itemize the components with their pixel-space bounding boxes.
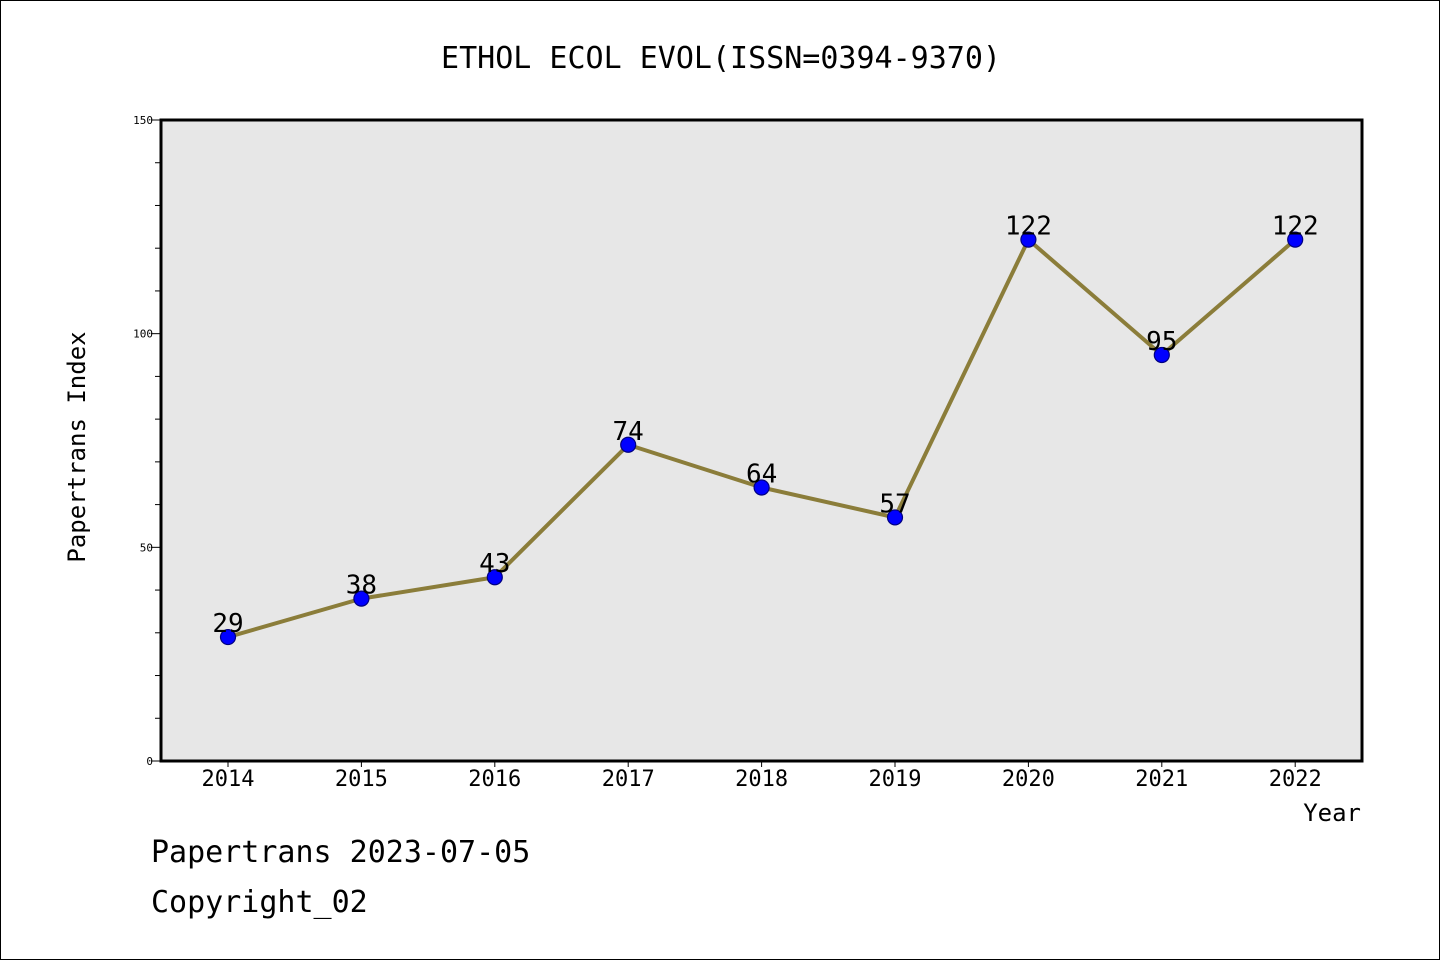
data-point [620, 436, 637, 453]
y-axis-label: Papertrans Index [63, 331, 91, 562]
data-point [1153, 346, 1170, 364]
series-layer: 29 38 43 74 64 57 122 95 122 [212, 212, 1319, 646]
y-axis-ticks: 0 50 100 150 [133, 114, 161, 768]
data-label: 64 [746, 460, 777, 490]
footer-copyright-text: Copyright_02 [151, 885, 368, 920]
x-tick-label: 2022 [1269, 767, 1322, 792]
data-point [219, 628, 237, 646]
data-label: 95 [1146, 327, 1177, 357]
data-label: 38 [346, 571, 377, 601]
x-tick-label: 2017 [602, 767, 655, 792]
y-tick-label: 0 [146, 755, 153, 768]
x-tick-label: 2021 [1135, 767, 1188, 792]
x-axis-ticks: 2014 2015 2016 2017 2018 2019 2020 2021 2022 [202, 761, 1322, 792]
x-tick-label: 2020 [1002, 767, 1055, 792]
data-point [486, 569, 503, 586]
y-tick-label: 100 [133, 328, 153, 341]
x-tick-label: 2018 [735, 767, 788, 792]
data-label: 57 [879, 489, 910, 519]
data-point [353, 590, 370, 607]
x-tick-label: 2014 [202, 767, 255, 792]
data-point [753, 479, 770, 496]
x-tick-label: 2016 [468, 767, 521, 792]
data-label: 122 [1272, 212, 1319, 242]
data-point [886, 509, 904, 526]
chart-title: ETHOL ECOL EVOL(ISSN=0394-9370) [441, 41, 1001, 76]
data-point [1287, 231, 1304, 248]
x-tick-label: 2015 [335, 767, 388, 792]
data-point [1020, 231, 1037, 248]
data-label: 29 [212, 609, 243, 639]
plot-area [159, 118, 1364, 763]
y-tick-label: 150 [133, 114, 153, 127]
x-axis-label: Year [1303, 799, 1361, 827]
data-label: 122 [1005, 212, 1052, 242]
y-tick-label: 50 [140, 541, 153, 554]
data-label: 74 [613, 417, 644, 447]
x-tick-label: 2019 [869, 767, 922, 792]
footer-date-text: Papertrans 2023-07-05 [151, 835, 531, 870]
data-label: 43 [479, 549, 510, 579]
